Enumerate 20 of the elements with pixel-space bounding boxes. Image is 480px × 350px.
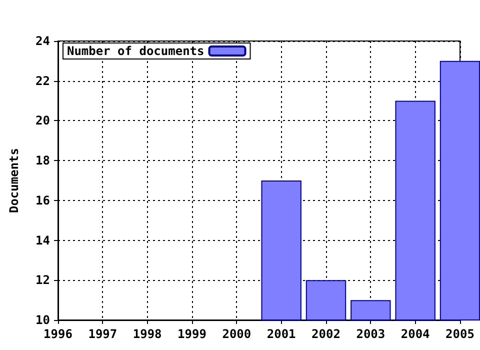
x-tick-label: 2000 [222,327,252,341]
y-tick-label: 20 [36,114,50,128]
x-tick-label: 2004 [400,327,430,341]
y-axis-title: Documents [7,148,21,214]
y-tick-label: 14 [36,233,50,248]
x-tick-label: 1998 [132,327,162,341]
y-tick-label: 22 [36,74,50,88]
y-tick-label: 12 [36,273,50,288]
legend-label: Number of documents [66,44,204,58]
x-tick-label: 1999 [178,327,206,341]
x-tick-label: 2003 [356,327,386,341]
x-tick-label: 1996 [44,327,72,341]
y-tick-label: 10 [36,313,50,327]
y-tick-label: 18 [36,154,50,168]
x-tick-label: 2005 [446,327,474,341]
y-tick-label: 24 [36,34,50,48]
y-tick-label: 16 [36,193,50,208]
x-tick-label: 2002 [312,327,340,341]
x-tick-label: 1997 [88,327,118,341]
x-tick-label: 2001 [266,327,296,341]
